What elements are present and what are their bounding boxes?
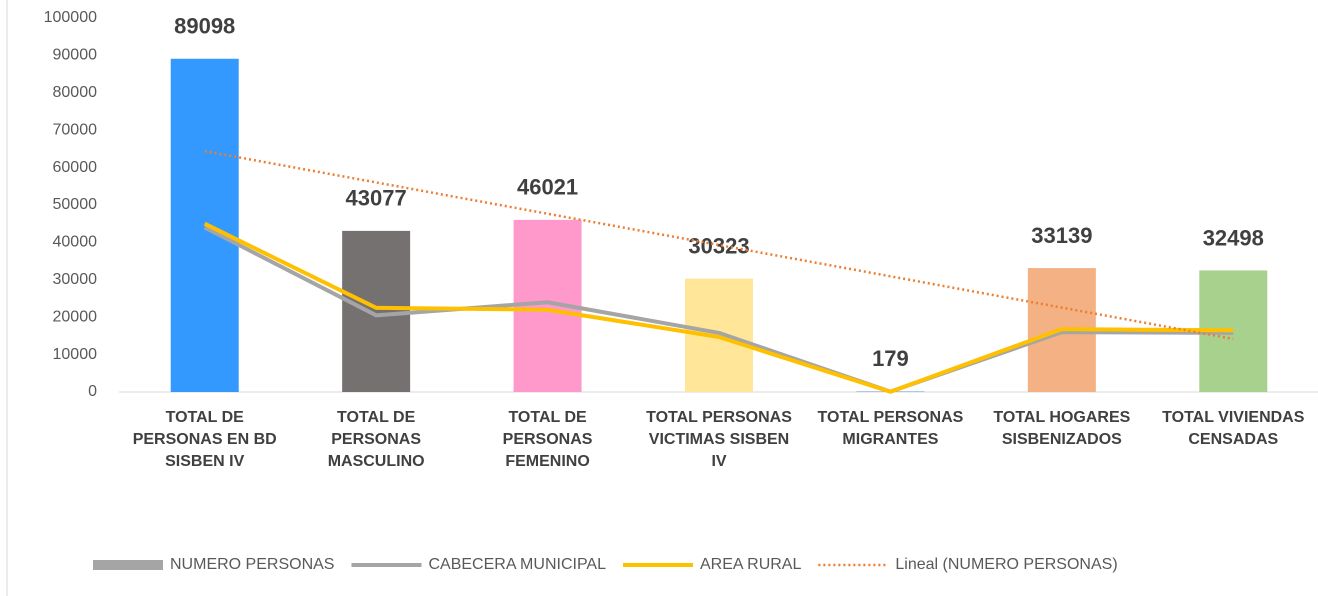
- y-tick-label: 10000: [53, 346, 98, 363]
- data-label: 89098: [174, 14, 235, 39]
- line-series: [203, 221, 1234, 394]
- data-label: 46021: [517, 175, 578, 200]
- data-label: 33139: [1031, 223, 1092, 248]
- x-tick-label: TOTAL DE PERSONAS MASCULINO: [327, 409, 425, 470]
- data-label: 43077: [346, 186, 407, 211]
- data-label: 32498: [1203, 225, 1264, 250]
- x-tick-label: TOTAL PERSONAS VICTIMAS SISBEN IV: [646, 409, 792, 470]
- line-series: [203, 225, 1234, 394]
- y-tick-label: 50000: [53, 196, 98, 213]
- y-tick-label: 20000: [53, 308, 98, 325]
- legend-label: Lineal (NUMERO PERSONAS): [895, 556, 1117, 573]
- legend-label: CABECERA MUNICIPAL: [428, 556, 606, 573]
- x-tick-label: TOTAL VIVIENDAS CENSADAS: [1162, 409, 1305, 448]
- y-tick-label: 60000: [53, 159, 98, 176]
- legend-label: AREA RURAL: [700, 556, 801, 573]
- data-label: 179: [872, 346, 909, 371]
- legend-swatch: [93, 560, 163, 570]
- legend-label: NUMERO PERSONAS: [170, 556, 334, 573]
- y-tick-label: 0: [88, 383, 97, 400]
- y-tick-label: 100000: [44, 9, 97, 26]
- y-tick-label: 30000: [53, 271, 98, 288]
- x-tick-label: TOTAL PERSONAS MIGRANTES: [817, 409, 964, 448]
- x-tick-label: TOTAL DE PERSONAS FEMENINO: [502, 409, 593, 470]
- bar: [342, 230, 411, 392]
- line-series: [204, 149, 1234, 341]
- y-tick-label: 40000: [53, 234, 98, 251]
- x-tick-label: TOTAL HOGARES SISBENIZADOS: [993, 409, 1131, 448]
- x-tick-label: TOTAL DE PERSONAS EN BD SISBEN IV: [132, 409, 277, 470]
- data-label: 30323: [688, 233, 749, 258]
- y-tick-label: 70000: [53, 121, 98, 138]
- y-tick-label: 80000: [53, 84, 98, 101]
- y-tick-label: 90000: [53, 47, 98, 64]
